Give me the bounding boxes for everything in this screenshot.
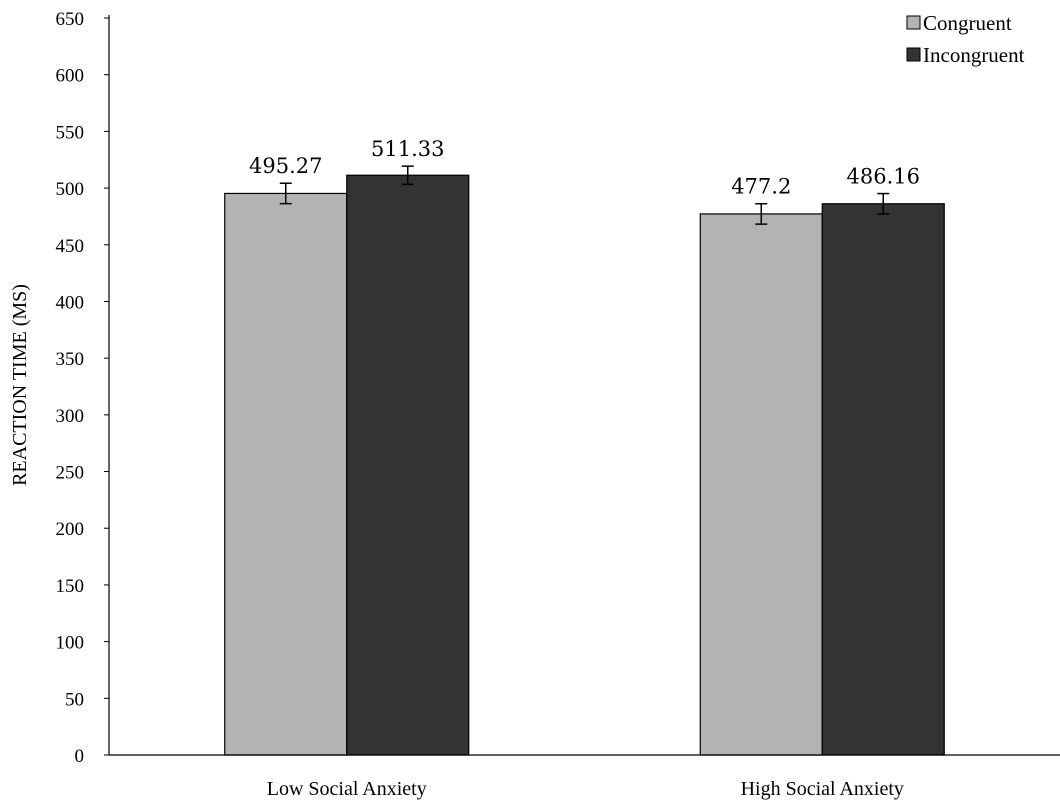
legend-swatch-congruent [906,15,921,30]
y-tick-label: 550 [56,122,85,143]
y-tick-label: 150 [56,576,85,597]
legend: Congruent Incongruent [906,11,1025,67]
legend-label-congruent: Congruent [923,11,1012,35]
bars: 495.27 511.33 477.2 486.16 [224,137,945,756]
y-tick-label: 400 [56,292,85,313]
y-tick-label: 250 [56,463,85,484]
data-label: 495.27 [249,154,322,178]
bar-congruent-1 [699,213,823,756]
y-tick-label: 300 [56,406,85,427]
legend-label-incongruent: Incongruent [923,43,1025,67]
bar-incongruent-0 [346,174,470,756]
x-axis-category-labels: Low Social Anxiety High Social Anxiety [267,778,904,800]
y-tick-label: 500 [56,179,85,200]
y-tick-label: 50 [65,689,84,710]
bar-congruent-0 [224,192,348,756]
y-tick-label: 650 [56,9,85,30]
y-tick-label: 0 [75,746,85,767]
y-tick-label: 600 [56,66,85,87]
bar-incongruent-1 [821,203,945,756]
y-axis-ticks: 0 50 100 150 200 250 300 350 400 450 500 550 600 650 [56,9,109,767]
y-axis-title: REACTION TIME (MS) [9,284,31,486]
y-tick-label: 200 [56,519,85,540]
y-tick-label: 100 [56,633,85,654]
y-tick-label: 450 [56,236,85,257]
data-label: 511.33 [371,137,444,161]
x-category-label: Low Social Anxiety [267,778,427,800]
legend-swatch-incongruent [906,47,921,62]
x-category-label: High Social Anxiety [741,778,904,800]
data-label: 477.2 [731,175,791,199]
data-label: 486.16 [847,165,920,189]
y-tick-label: 350 [56,349,85,370]
